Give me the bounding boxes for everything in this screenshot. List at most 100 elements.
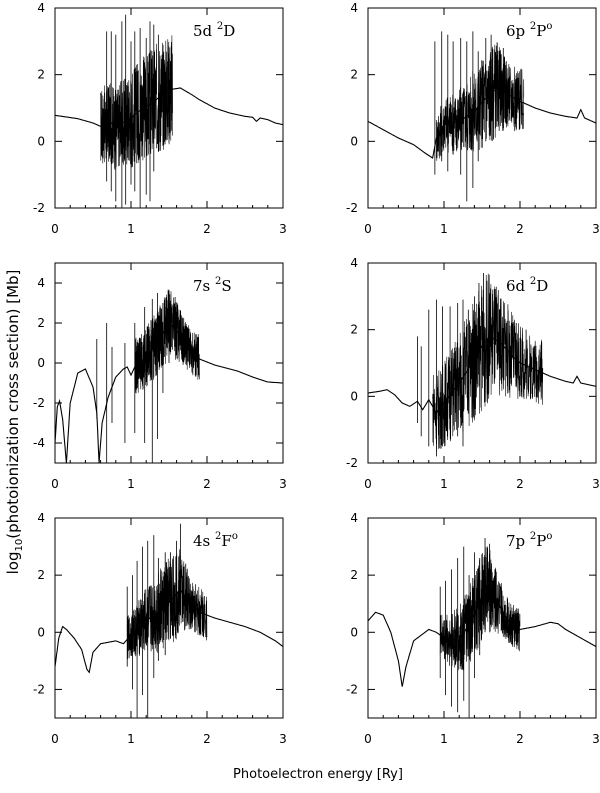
y-tick-label: 4	[37, 276, 45, 290]
y-tick-label: 2	[37, 68, 45, 82]
panel-label-parity: o	[546, 21, 552, 32]
panel-label-multiplicity: 2	[215, 531, 221, 542]
y-tick-label: 0	[37, 625, 45, 639]
series-resonance-region	[432, 273, 544, 453]
x-tick-label: 3	[592, 477, 600, 491]
plot-frame	[54, 517, 284, 719]
y-tick-label: -2	[33, 682, 45, 696]
plot-frame	[367, 7, 597, 209]
x-tick-label: 2	[516, 732, 524, 746]
panel-label-state: 7s	[193, 277, 215, 295]
x-tick-label: 2	[203, 732, 211, 746]
x-tick-label: 3	[279, 222, 287, 236]
y-tick-label: 2	[37, 568, 45, 582]
x-tick-label: 3	[279, 732, 287, 746]
y-tick-label: 4	[37, 511, 45, 525]
panel-label-state: 6d	[506, 277, 530, 295]
x-tick-label: 1	[127, 477, 135, 491]
panel-label-multiplicity: 2	[530, 531, 536, 542]
y-tick-label: 4	[350, 256, 358, 270]
panel-label-parity: o	[546, 531, 552, 542]
x-tick-label: 2	[516, 477, 524, 491]
x-tick-label: 2	[203, 222, 211, 236]
x-tick-label: 0	[364, 222, 372, 236]
x-tick-label: 2	[203, 477, 211, 491]
plot-frame	[54, 7, 284, 209]
panel-label: 4s 2Fo	[193, 531, 238, 550]
panel-label: 5d 2D	[193, 21, 235, 40]
y-tick-label: -2	[346, 682, 358, 696]
x-tick-label: 0	[364, 477, 372, 491]
series-resonance-region	[126, 549, 208, 660]
series-background-curve	[367, 335, 597, 414]
y-axis-label-rest: (photoionization cross section) [Mb]	[4, 270, 22, 539]
y-tick-label: 0	[350, 625, 358, 639]
y-tick-label: -2	[33, 396, 45, 410]
panel-label-term: D	[536, 277, 548, 295]
x-tick-label: 0	[364, 732, 372, 746]
series-resonance-region	[134, 289, 200, 394]
y-tick-label: -4	[33, 436, 45, 450]
x-tick-label: 0	[51, 222, 59, 236]
x-tick-label: 0	[51, 477, 59, 491]
panel-label-term: S	[221, 277, 231, 295]
y-tick-label: 2	[37, 316, 45, 330]
y-tick-label: 4	[37, 1, 45, 15]
panel-label-term: D	[223, 22, 235, 40]
panel-label-state: 7p	[506, 532, 530, 550]
y-tick-label: -2	[33, 201, 45, 215]
x-tick-label: 2	[516, 222, 524, 236]
panel-label-multiplicity: 2	[215, 276, 221, 287]
x-tick-label: 3	[279, 477, 287, 491]
x-tick-label: 0	[51, 732, 59, 746]
panel-label-term: P	[536, 532, 546, 550]
panel-label: 7p 2Po	[506, 531, 552, 550]
y-tick-label: 2	[350, 568, 358, 582]
x-tick-label: 1	[440, 222, 448, 236]
panel-label-term: P	[536, 22, 546, 40]
y-tick-label: 0	[37, 134, 45, 148]
panel-label: 6p 2Po	[506, 21, 552, 40]
y-axis-label-prefix: log	[4, 552, 22, 575]
x-tick-label: 1	[440, 477, 448, 491]
y-tick-label: -2	[346, 201, 358, 215]
y-tick-label: 0	[350, 134, 358, 148]
plot-frame	[367, 262, 597, 464]
panel-label-state: 6p	[506, 22, 530, 40]
panel-label-multiplicity: 2	[217, 21, 223, 32]
panel-label-multiplicity: 2	[530, 21, 536, 32]
panel-label-term: F	[221, 532, 231, 550]
panel-label-parity: o	[232, 531, 238, 542]
y-tick-label: 2	[350, 68, 358, 82]
x-tick-label: 1	[127, 732, 135, 746]
y-tick-label: -2	[346, 456, 358, 470]
y-tick-label: 0	[350, 389, 358, 403]
x-tick-label: 1	[127, 222, 135, 236]
y-axis-label: log10(photoionization cross section) [Mb…	[4, 270, 25, 575]
plot-frame	[367, 517, 597, 719]
y-tick-label: 2	[350, 323, 358, 337]
x-tick-label: 3	[592, 732, 600, 746]
y-axis-label-subscript: 10	[14, 539, 25, 552]
series-resonance-region	[436, 42, 525, 161]
y-tick-label: 4	[350, 511, 358, 525]
y-tick-label: 4	[350, 1, 358, 15]
panel-label-state: 5d	[193, 22, 217, 40]
x-tick-label: 3	[592, 222, 600, 236]
x-tick-label: 1	[440, 732, 448, 746]
panel-label-multiplicity: 2	[530, 276, 536, 287]
x-axis-label: Photoelectron energy [Ry]	[233, 767, 403, 782]
panel-label: 6d 2D	[506, 276, 548, 295]
panel-label-state: 4s	[193, 532, 215, 550]
panel-label: 7s 2S	[193, 276, 232, 295]
series-resonance-region	[100, 35, 174, 170]
y-tick-label: 0	[37, 356, 45, 370]
